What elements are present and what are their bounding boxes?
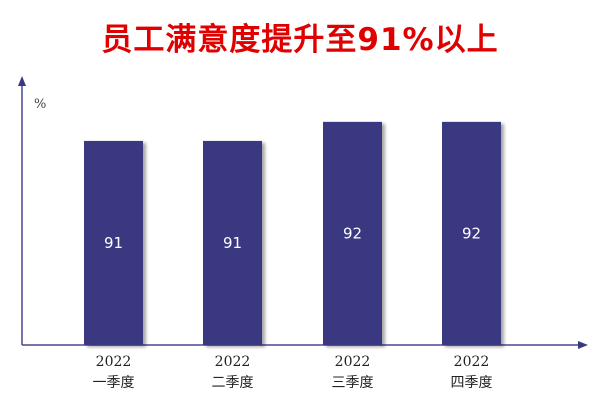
chart-title: 员工满意度提升至91%以上 (101, 22, 499, 58)
x-tick-label-quarter: 一季度 (93, 375, 135, 391)
bar (203, 140, 262, 345)
y-axis-arrow-icon (18, 76, 26, 86)
x-tick-label-year: 2022 (215, 354, 251, 370)
x-tick-label-quarter: 二季度 (212, 375, 254, 391)
x-tick-label-quarter: 三季度 (332, 375, 374, 391)
y-axis-label: % (34, 97, 46, 112)
x-tick-label-year: 2022 (96, 354, 132, 370)
x-tick-label-quarter: 四季度 (451, 375, 493, 391)
bar (323, 121, 382, 345)
bar (84, 140, 143, 345)
data-label: 91 (104, 234, 123, 252)
x-axis-arrow-icon (578, 341, 588, 349)
bar (442, 121, 501, 345)
x-tick-label-year: 2022 (335, 354, 371, 370)
data-label: 91 (223, 234, 242, 252)
data-label: 92 (462, 224, 481, 242)
data-label: 92 (343, 224, 362, 242)
x-tick-label-year: 2022 (454, 354, 490, 370)
